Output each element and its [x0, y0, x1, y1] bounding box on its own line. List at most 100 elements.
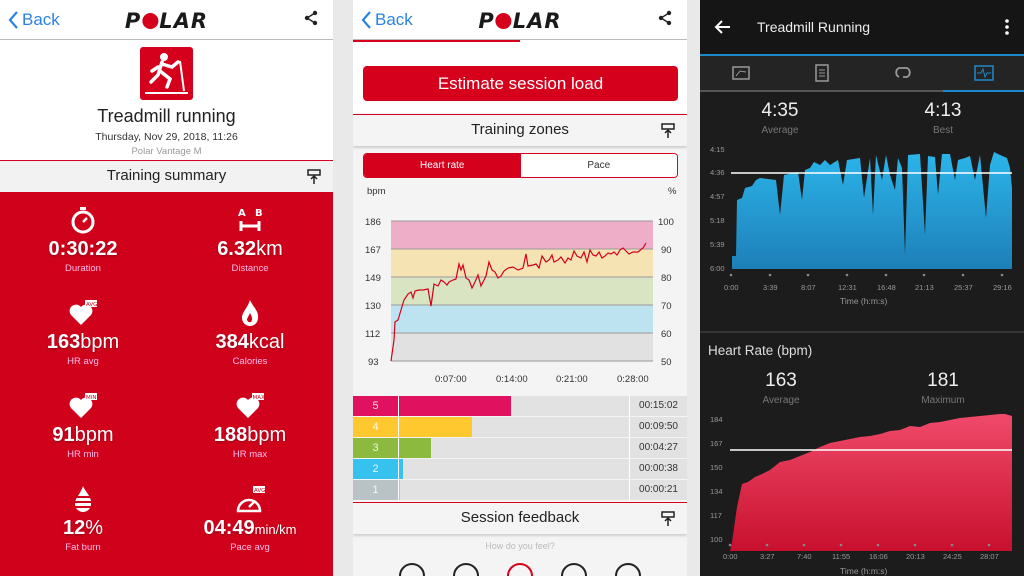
stat-hr-max: MAX 188bpm HR max [167, 390, 333, 460]
svg-text:3:27: 3:27 [760, 552, 775, 561]
map-icon [731, 66, 750, 80]
hr-average-value: 163 [765, 370, 797, 391]
stat-hr-avg: AVG 163bpm HR avg [0, 297, 166, 367]
svg-text:112: 112 [365, 329, 380, 340]
share-icon[interactable] [657, 10, 673, 26]
svg-text:MAX: MAX [253, 395, 266, 401]
zone-row-3[interactable]: 3 00:04:27 [353, 438, 687, 458]
estimate-session-load-button[interactable]: Estimate session load [363, 66, 678, 101]
svg-text:21:13: 21:13 [915, 283, 934, 292]
back-button[interactable]: Back [8, 10, 60, 30]
svg-text:90: 90 [661, 245, 672, 256]
stat-fat-burn: 12% Fat burn [0, 483, 166, 553]
activity-title: Treadmill Running [757, 19, 871, 35]
stat-duration: 0:30:22 Duration [0, 204, 166, 274]
svg-text:24:25: 24:25 [943, 552, 962, 561]
polar-summary-screen: Back P LAR Treadmill running Thursday, No… [0, 0, 333, 576]
svg-text:5:18: 5:18 [710, 216, 725, 225]
tab-pace[interactable]: Pace [520, 154, 677, 177]
heart-min-icon: MIN [69, 393, 97, 418]
svg-text:100: 100 [710, 535, 723, 544]
svg-text:28:07: 28:07 [980, 552, 999, 561]
feedback-face-4-icon[interactable] [561, 563, 587, 576]
svg-text:12:31: 12:31 [838, 283, 857, 292]
svg-text:16:48: 16:48 [877, 283, 896, 292]
arrow-left-icon[interactable] [714, 18, 732, 36]
feedback-face-2-icon[interactable] [453, 563, 479, 576]
svg-text:134: 134 [710, 487, 723, 496]
app-bar: Treadmill Running [700, 0, 1024, 56]
hr-max-value: 181 [927, 370, 959, 391]
svg-text:AVG: AVG [254, 488, 265, 494]
svg-text:A: A [238, 208, 246, 219]
polar-zones-screen: Back P LAR Estimate session load Training… [353, 0, 687, 576]
pin-icon[interactable] [661, 511, 675, 527]
feedback-face-3-icon[interactable] [507, 563, 533, 576]
zone-row-4[interactable]: 4 00:09:50 [353, 417, 687, 437]
more-vert-icon[interactable] [1005, 19, 1009, 35]
zone-row-2[interactable]: 2 00:00:38 [353, 459, 687, 479]
session-date: Thursday, Nov 29, 2018, 11:26 [95, 131, 238, 143]
tab-laps[interactable] [862, 56, 943, 90]
svg-text:4:57: 4:57 [710, 192, 725, 201]
svg-text:B: B [255, 208, 263, 219]
svg-text:117: 117 [710, 511, 722, 520]
pace-x-label: Time (h:m:s) [840, 296, 888, 306]
training-summary-header[interactable]: Training summary [0, 160, 333, 192]
pin-icon[interactable] [307, 169, 321, 185]
hr-section-title: Heart Rate (bpm) [708, 343, 813, 358]
pace-chart: 4:15 4:36 4:57 5:18 5:39 6:00 0:00 3:39 8:07 12:… [710, 145, 1012, 306]
svg-text:25:37: 25:37 [954, 283, 973, 292]
top-bar: Back P LAR [0, 0, 333, 40]
pace-best-value: 4:13 [924, 100, 962, 121]
svg-text:MIN: MIN [86, 395, 96, 401]
sport-title: Treadmill running [97, 106, 236, 126]
feedback-face-5-icon[interactable] [615, 563, 641, 576]
heart-rate-chart: 184 167 150 134 117 100 0:00 3:27 7:40 11:55 16:0… [710, 414, 1012, 576]
pace-average-value: 4:35 [761, 100, 799, 121]
feel-prompt: How do you feel? [485, 541, 555, 551]
back-button[interactable]: Back [361, 10, 413, 30]
svg-text:AVG: AVG [86, 302, 97, 308]
tab-stats[interactable] [781, 56, 862, 90]
chevron-left-icon [8, 11, 18, 29]
tab-overview[interactable] [700, 56, 781, 90]
svg-text:4:36: 4:36 [710, 168, 725, 177]
tab-charts[interactable] [943, 56, 1024, 90]
svg-text:3:39: 3:39 [763, 283, 778, 292]
stopwatch-icon [71, 207, 95, 234]
feedback-face-1-icon[interactable] [399, 563, 425, 576]
stat-calories: 384kcal Calories [167, 297, 333, 367]
svg-text:29:16: 29:16 [993, 283, 1012, 292]
svg-text:11:55: 11:55 [832, 552, 850, 561]
zone-row-1[interactable]: 1 00:00:21 [353, 480, 687, 500]
flame-icon [242, 300, 259, 326]
svg-text:184: 184 [710, 415, 723, 424]
svg-text:60: 60 [661, 329, 672, 340]
session-feedback-header[interactable]: Session feedback [353, 502, 687, 534]
scroll-progress [353, 40, 687, 53]
svg-text:7:40: 7:40 [797, 552, 812, 561]
svg-text:80: 80 [661, 273, 672, 284]
pin-icon[interactable] [661, 123, 675, 139]
tab-heart-rate[interactable]: Heart rate [364, 154, 521, 177]
svg-text:0:21:00: 0:21:00 [556, 374, 588, 385]
svg-text:Time (h:m:s): Time (h:m:s) [840, 566, 888, 576]
zone-row-5[interactable]: 5 00:15:02 [353, 396, 687, 416]
svg-text:167: 167 [365, 245, 381, 256]
chart-icon [973, 65, 994, 81]
device-name: Polar Vantage M [131, 146, 202, 157]
training-zones-header[interactable]: Training zones [353, 114, 687, 146]
svg-text:20:13: 20:13 [906, 552, 925, 561]
speedometer-icon: AVG [236, 486, 265, 513]
divider [700, 331, 1024, 333]
chevron-left-icon [361, 11, 371, 29]
svg-text:100: 100 [658, 217, 674, 228]
svg-text:50: 50 [661, 357, 672, 368]
share-icon[interactable] [303, 10, 319, 26]
treadmill-running-icon [140, 47, 193, 100]
svg-text:167: 167 [710, 439, 723, 448]
